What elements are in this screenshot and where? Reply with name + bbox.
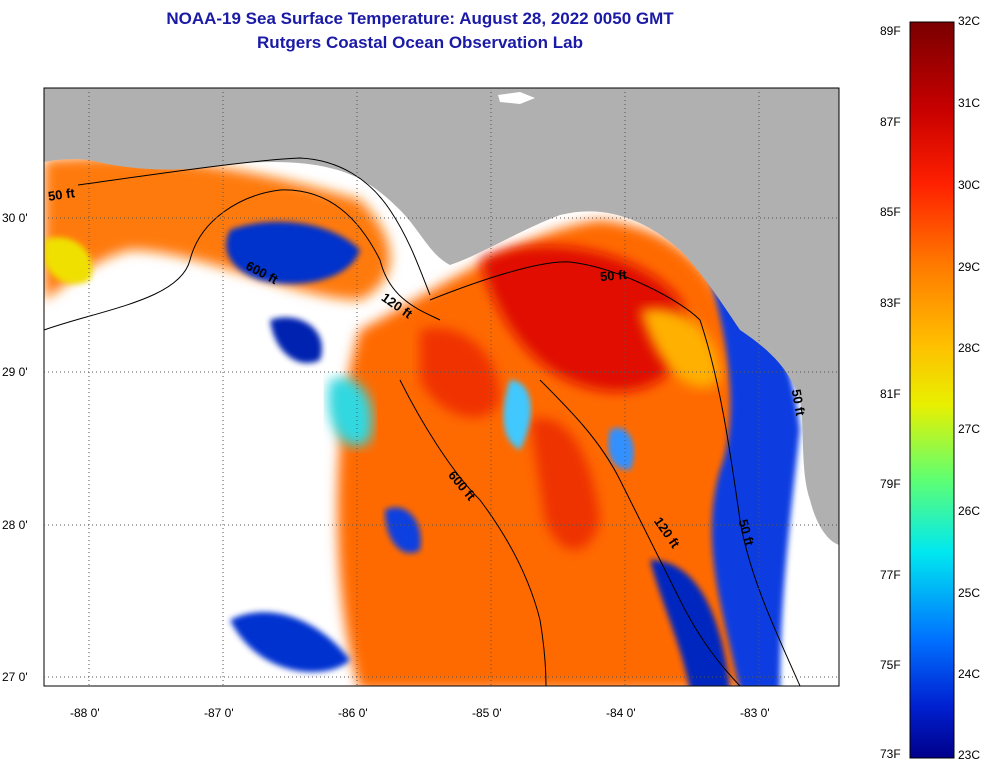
depth-contours	[43, 157, 801, 687]
map-frame	[43, 87, 840, 687]
colorbar-f-label: 81F	[880, 387, 901, 401]
colorbar-c-label: 25C	[958, 586, 981, 600]
color-scale	[909, 21, 955, 759]
colorbar-f-label: 79F	[880, 477, 901, 491]
longitude-label: -86 0'	[338, 706, 368, 720]
latitude-label: 27 0'	[2, 670, 28, 684]
contour-label: 50 ft	[599, 266, 628, 285]
latitude-label: 28 0'	[2, 518, 28, 532]
colorbar-c-label: 29C	[958, 260, 981, 274]
longitude-label: -85 0'	[472, 706, 502, 720]
longitude-label: -87 0'	[204, 706, 234, 720]
colorbar-c-label: 31C	[958, 96, 981, 110]
colorbar-c-label: 24C	[958, 667, 981, 681]
colorbar-c-label: 27C	[958, 422, 981, 436]
colorbar-c-label: 32C	[958, 14, 981, 28]
map-subtitle: Rutgers Coastal Ocean Observation Lab	[257, 33, 583, 52]
colorbar-f-label: 77F	[880, 568, 901, 582]
colorbar-c-label: 30C	[958, 178, 981, 192]
colorbar-c-label: 28C	[958, 341, 981, 355]
map-title: NOAA-19 Sea Surface Temperature: August …	[166, 9, 674, 28]
land-mass	[44, 88, 839, 545]
colorbar-f-label: 73F	[880, 747, 901, 761]
colorbar-f-label: 75F	[880, 658, 901, 672]
latitude-label: 30 0'	[2, 211, 28, 225]
latitude-label: 29 0'	[2, 365, 28, 379]
longitude-label: -84 0'	[606, 706, 636, 720]
longitude-label: -83 0'	[740, 706, 770, 720]
colorbar-f-label: 85F	[880, 205, 901, 219]
colorbar-f-label: 87F	[880, 115, 901, 129]
colorbar-c-label: 23C	[958, 748, 981, 762]
colorbar-f-label: 83F	[880, 296, 901, 310]
longitude-label: -88 0'	[70, 706, 100, 720]
colorbar-c-label: 26C	[958, 504, 981, 518]
sst-field	[44, 157, 800, 686]
graticule	[44, 88, 839, 686]
colorbar-f-label: 89F	[880, 24, 901, 38]
